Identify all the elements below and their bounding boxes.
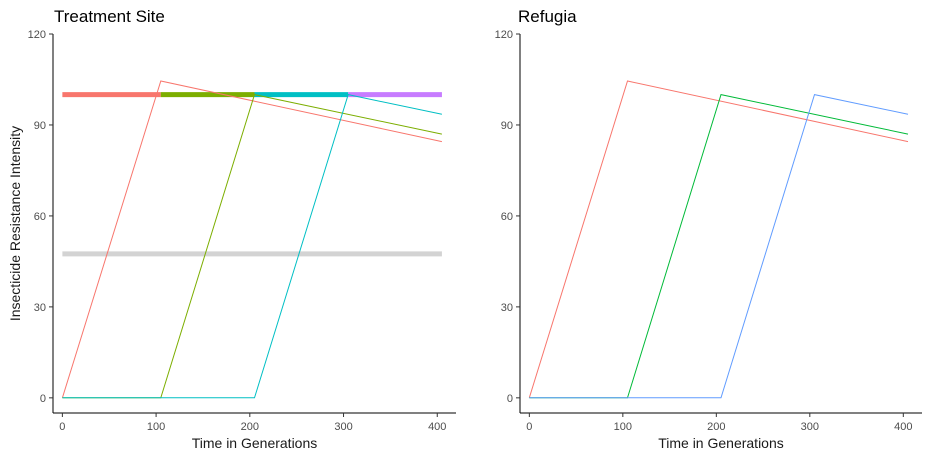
y-tick-label: 60 (34, 211, 46, 223)
series-line (529, 94, 909, 399)
x-tick-label: 0 (526, 421, 532, 433)
series-line (62, 94, 443, 399)
panel-refugia: Refugia 0 100 200 300 400 0 30 60 90 120 Time in Ge… (495, 7, 922, 451)
panel-treatment-site: Treatment Site 0 100 200 300 400 0 30 60 90 120 Tim… (7, 7, 456, 451)
x-axis-title: Time in Generations (192, 435, 318, 451)
x-tick-label: 100 (614, 421, 632, 433)
y-tick-label: 0 (40, 393, 46, 405)
series-line (62, 94, 443, 399)
panel-title: Refugia (518, 7, 577, 26)
y-tick-label: 30 (34, 302, 46, 314)
y-tick-label: 30 (501, 302, 513, 314)
y-tick-label: 90 (501, 120, 513, 132)
x-tick-label: 100 (147, 421, 165, 433)
x-tick-label: 200 (241, 421, 259, 433)
x-tick-label: 200 (707, 421, 725, 433)
y-tick-label: 60 (501, 211, 513, 223)
series-line (528, 80, 909, 398)
x-axis-title: Time in Generations (658, 435, 784, 451)
x-tick-label: 400 (894, 421, 912, 433)
y-tick-label: 120 (495, 29, 513, 41)
x-tick-label: 0 (59, 421, 65, 433)
x-tick-label: 300 (801, 421, 819, 433)
x-tick-label: 300 (334, 421, 352, 433)
series-line (529, 94, 909, 399)
x-tick-label: 400 (428, 421, 446, 433)
y-tick-label: 120 (28, 29, 46, 41)
y-tick-label: 0 (507, 393, 513, 405)
series-line (61, 80, 443, 398)
panel-title: Treatment Site (54, 7, 165, 26)
y-axis-title: Insecticide Resistance Intensity (7, 126, 23, 321)
y-tick-label: 90 (34, 120, 46, 132)
